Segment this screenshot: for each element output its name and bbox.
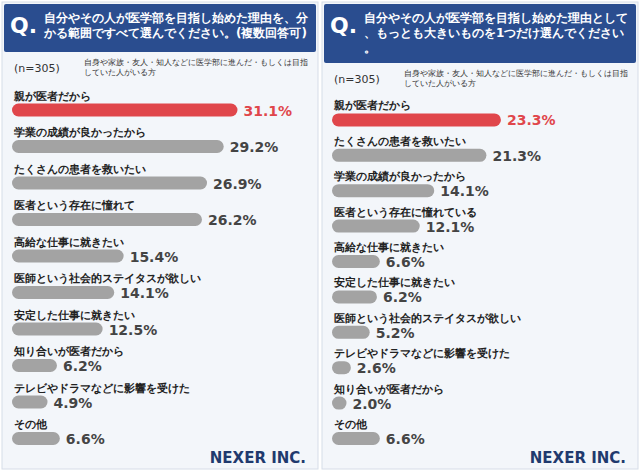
- category-label: テレビやドラマなどに影響を受けた: [334, 347, 510, 360]
- category-label: 親が医者だから: [333, 99, 411, 112]
- title: 自分やその人が医学部を目指し始めた理由を、分かる範囲ですべて選んでください。(複…: [43, 11, 309, 40]
- bar: [332, 397, 347, 410]
- bars: [12, 104, 237, 446]
- source: NEXER INC.: [530, 449, 626, 467]
- category-label: 学業の成績が良かったから: [334, 170, 466, 183]
- text-line: かる範囲ですべて選んでください。(複数回答可): [43, 26, 307, 40]
- text-line: 、もっとも大きいものを1つだけ選んでください: [364, 26, 624, 40]
- category-label: たくさんの患者を救いたい: [14, 163, 146, 176]
- note: 自身や家族・友人・知人などに医学部に進んだ・もしくは目指していた人がいる方: [404, 69, 628, 88]
- text-line: 。: [364, 41, 376, 55]
- bar: [332, 149, 486, 162]
- category-label: 高給な仕事に就きたい: [14, 236, 124, 249]
- header-band: [324, 4, 636, 63]
- bar: [332, 361, 351, 374]
- subtitle: (n=305): [14, 62, 60, 75]
- value-label: 31.1%: [243, 103, 292, 119]
- category-label: 高給な仕事に就きたい: [334, 241, 444, 254]
- value-label: 15.4%: [130, 249, 179, 265]
- value-label: 2.6%: [357, 360, 396, 376]
- bar: [12, 432, 60, 445]
- bar: [12, 213, 202, 226]
- value-label: 12.1%: [426, 219, 475, 235]
- text-line: 自身や家族・友人・知人などに医学部に進んだ・もしくは目指: [84, 58, 308, 67]
- bar: [332, 255, 380, 268]
- category-label: たくさんの患者を救いたい: [334, 135, 466, 148]
- bar: [12, 323, 103, 336]
- category-label: 医師という社会的ステイタスが欲しい: [14, 272, 201, 285]
- panel: Q.自分やその人が医学部を目指し始めた理由を、分かる範囲ですべて選んでください。…: [2, 2, 318, 469]
- value-label: 26.2%: [208, 212, 257, 228]
- labels: 親が医者だから 23.3% たくさんの患者を救いたい 21.3% 学業の成績が良かったか…: [333, 99, 556, 447]
- value-label: 4.9%: [54, 395, 93, 411]
- category-label: 医者という存在に憧れている: [334, 206, 477, 219]
- text-line: 自分やその人が医学部を目指し始めた理由を、分: [44, 11, 309, 25]
- header-band: [4, 4, 316, 52]
- bar: [12, 359, 57, 372]
- bar: [12, 396, 48, 409]
- value-label: 21.3%: [492, 148, 541, 164]
- value-label: 12.5%: [109, 322, 158, 338]
- chart-root: Q.自分やその人が医学部を目指し始めた理由を、分かる範囲ですべて選んでください。…: [0, 0, 640, 471]
- bar: [12, 250, 124, 263]
- bar: [332, 326, 370, 339]
- category-label: 安定した仕事に就きたい: [14, 309, 135, 322]
- text-line: 自身や家族・友人・知人などに医学部に進んだ・もしくは目指: [404, 69, 628, 78]
- bar: [332, 220, 420, 233]
- bar: [332, 113, 501, 126]
- value-label: 2.0%: [353, 396, 392, 412]
- value-label: 6.6%: [386, 254, 425, 270]
- bars: [332, 113, 501, 445]
- category-label: 知り合いが医者だから: [13, 345, 124, 358]
- note: 自身や家族・友人・知人などに医学部に進んだ・もしくは目指していた人がいる方: [84, 58, 308, 77]
- category-label: その他: [14, 418, 48, 431]
- value-label: 29.2%: [230, 139, 279, 155]
- text-line: していた人がいる方: [404, 79, 476, 88]
- category-label: 学業の成績が良かったから: [14, 126, 146, 139]
- bar: [332, 290, 377, 303]
- labels: 親が医者だから 31.1% 学業の成績が良かったから 29.2% たくさんの患者を救いた…: [13, 90, 292, 448]
- bar: [12, 104, 237, 117]
- category-label: その他: [334, 418, 368, 431]
- category-label: テレビやドラマなどに影響を受けた: [14, 382, 190, 395]
- text-line: 自分やその人が医学部を目指し始めた理由として: [364, 11, 628, 25]
- value-label: 14.1%: [440, 183, 489, 199]
- question-label: Q.: [330, 13, 357, 38]
- value-label: 6.6%: [386, 431, 425, 447]
- bar: [12, 140, 224, 153]
- text-line: していた人がいる方: [84, 68, 156, 77]
- value-label: 23.3%: [507, 112, 556, 128]
- category-label: 親が医者だから: [13, 90, 91, 103]
- subtitle: (n=305): [334, 73, 380, 86]
- bar: [332, 184, 434, 197]
- value-label: 6.2%: [63, 358, 102, 374]
- question-label: Q.: [10, 13, 37, 38]
- title: 自分やその人が医学部を目指し始めた理由として、もっとも大きいものを1つだけ選んで…: [364, 11, 628, 55]
- bar: [332, 432, 380, 445]
- category-label: 医者という存在に憧れて: [14, 199, 135, 212]
- category-label: 安定した仕事に就きたい: [334, 276, 455, 289]
- category-label: 知り合いが医者だから: [333, 383, 444, 396]
- value-label: 5.2%: [376, 325, 415, 341]
- bar: [12, 177, 207, 190]
- category-label: 医師という社会的ステイタスが欲しい: [334, 312, 521, 325]
- panel-background: [322, 2, 638, 469]
- source: NEXER INC.: [210, 449, 306, 467]
- value-label: 14.1%: [120, 285, 169, 301]
- panel: Q. 自分やその人が医学部を目指し始めた理由として、もっとも大きいものを1つだけ選…: [322, 2, 638, 469]
- value-label: 6.6%: [66, 431, 105, 447]
- value-label: 6.2%: [383, 289, 422, 305]
- panel-background: [2, 2, 318, 469]
- bar: [12, 286, 114, 299]
- value-label: 26.9%: [213, 176, 262, 192]
